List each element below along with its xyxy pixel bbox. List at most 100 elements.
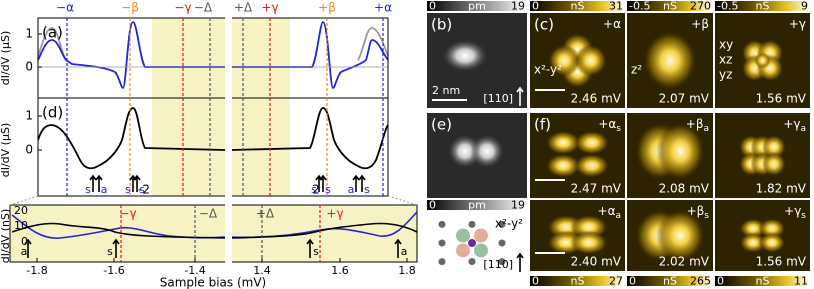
y-tick-label: 1 (25, 109, 33, 123)
panel-label: (a) (42, 24, 63, 42)
bottom-frame (9, 204, 418, 263)
colorbar-max: 19 (511, 0, 525, 13)
colorbar (427, 1, 527, 11)
direction-label: [110] (483, 258, 513, 271)
colorbar-max: 270 (690, 0, 711, 13)
arrow-label: a (348, 183, 355, 196)
arrow-label: s (125, 183, 131, 196)
energy-label: 2.07 mV (659, 92, 710, 106)
label: +α (603, 17, 621, 31)
arrow (358, 174, 366, 192)
colorbar (627, 1, 713, 11)
image-blob (545, 153, 581, 178)
marker-label: +γ (261, 1, 278, 15)
energy-label: 1.56 mV (756, 92, 807, 106)
orbital-label: x²-y² (534, 63, 562, 77)
image-label: +α (603, 17, 621, 31)
y-tick-label: 20 (14, 204, 28, 217)
y-axis-label: dI/dV (μS) (0, 123, 12, 178)
energy-label: 2.02 mV (659, 255, 710, 269)
arrow (133, 174, 141, 192)
marker-label: −Δ (194, 1, 213, 15)
label: +α (598, 117, 616, 131)
colorbar-unit: nS (663, 275, 677, 288)
zoom-line (9, 195, 418, 206)
orbital-label: yz (719, 68, 732, 82)
atom (438, 220, 446, 228)
colorbar-max: 31 (609, 0, 623, 13)
colorbar-max: 265 (690, 275, 711, 288)
arrow (24, 238, 32, 258)
arrow-label: s (85, 183, 91, 196)
arrow-label: s (139, 183, 145, 196)
y-axis-label: dI/dV (μS) (0, 31, 12, 86)
colorbar-min: 0 (532, 0, 539, 13)
label-sub: s (704, 211, 709, 221)
colorbar-min: 0 (629, 275, 636, 288)
image-bg (530, 113, 625, 198)
colorbar-max: 11 (794, 275, 808, 288)
image-panels: (b) 2 nm [110] (c) +α x²-y² 2.46 mV +β z² 2.07 mV… (427, 0, 810, 288)
gray-curve (38, 27, 388, 61)
colorbar-unit: nS (571, 0, 585, 13)
panel-label: (c) (534, 16, 554, 34)
arrow (516, 252, 524, 272)
image-blob (570, 230, 608, 255)
lobe (474, 228, 488, 243)
image-blob (470, 134, 504, 168)
arrow (319, 174, 327, 192)
energy-label: 1.56 mV (756, 255, 807, 269)
image-blob (761, 135, 786, 159)
label: +γ (789, 17, 806, 31)
image-bg (715, 200, 810, 271)
marker-label: −α (56, 1, 74, 15)
label-sub: s (801, 211, 806, 221)
shade (232, 18, 290, 196)
image-label: +γs (784, 204, 806, 221)
marker-label: +β (318, 1, 336, 15)
x-tick-label: -1.4 (184, 264, 205, 277)
label: +β (691, 17, 709, 31)
axis-break (225, 203, 232, 264)
colorbar-min: 0 (429, 199, 436, 212)
arrow (95, 174, 103, 192)
label: +β (687, 204, 705, 218)
colorbar-min: -0.5 (717, 0, 738, 13)
image-label: +βs (687, 204, 710, 221)
spectra-plot: (a) (d) (9, 16, 418, 264)
scale-label: 2 nm (432, 84, 460, 97)
x-axis-label: Sample bias (mV) (160, 276, 266, 289)
arrow (89, 174, 97, 192)
marker-label: −γ (174, 1, 191, 15)
image-blob (758, 218, 786, 239)
atom (498, 239, 506, 247)
colorbar-unit: nS (663, 0, 677, 13)
energy-label: 2.08 mV (659, 182, 710, 196)
label-sub: a (800, 124, 806, 134)
marker-label: +α (374, 1, 392, 15)
image-blob (643, 31, 697, 90)
image-blob (656, 209, 705, 262)
colorbar-min: 0 (532, 275, 539, 288)
colorbar-min: -0.5 (629, 0, 650, 13)
label-sub: a (703, 124, 709, 134)
frame (37, 17, 389, 197)
colorbar-unit: nS (571, 275, 585, 288)
y-tick-label: 0 (21, 235, 28, 248)
direction-label: [110] (483, 92, 513, 105)
label: +β (686, 117, 704, 131)
orbital-label: x²-y² (495, 217, 523, 231)
image-blob (574, 153, 610, 178)
arrow-label: s (107, 245, 113, 258)
colorbar (715, 1, 810, 11)
x-tick-label: -1.6 (103, 264, 124, 277)
blue-curve (38, 21, 388, 89)
image-label: +αs (598, 117, 621, 134)
colorbar-max: 9 (801, 0, 808, 13)
arrow (306, 238, 314, 258)
image-blob (574, 44, 607, 77)
image-label: +γ (789, 17, 806, 31)
colorbar-min: 0 (717, 275, 724, 288)
label-sub: a (615, 211, 621, 221)
